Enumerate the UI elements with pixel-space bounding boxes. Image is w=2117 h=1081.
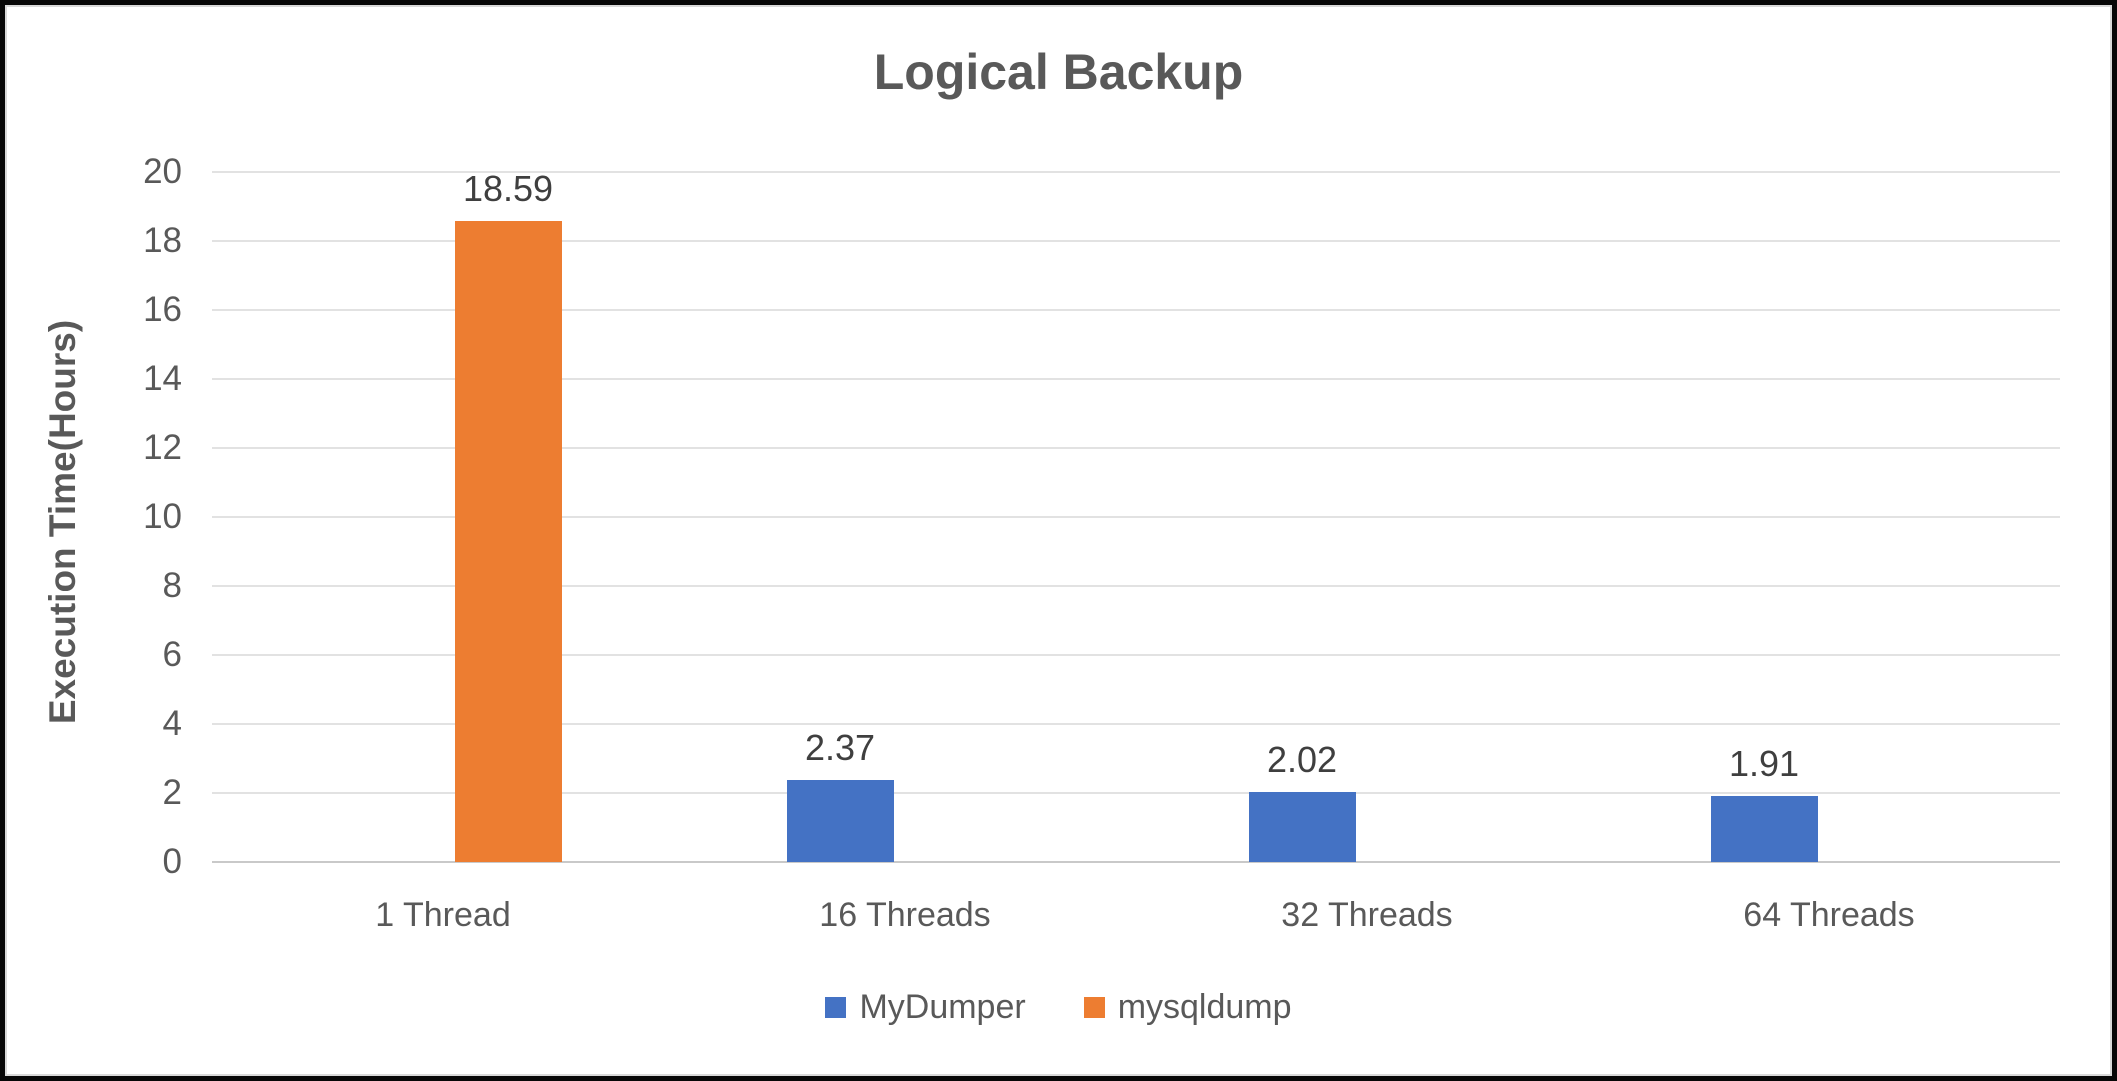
y-tick-label-4: 4 bbox=[162, 704, 182, 743]
data-label-mydumper-1: 2.37 bbox=[804, 727, 876, 769]
y-tick-label-16: 16 bbox=[143, 290, 182, 329]
x-axis-line bbox=[212, 861, 2060, 863]
bar-mydumper-3 bbox=[1710, 796, 1818, 862]
legend-swatch-mysqldump bbox=[1083, 997, 1105, 1018]
y-tick-label-2: 2 bbox=[162, 773, 182, 812]
y-tick-label-6: 6 bbox=[162, 635, 182, 674]
gridline-y-6 bbox=[212, 654, 2060, 656]
gridline-y-12 bbox=[212, 447, 2060, 449]
y-tick-label-12: 12 bbox=[143, 428, 182, 467]
legend-label-mydumper: MyDumper bbox=[859, 988, 1026, 1026]
data-label-mydumper-3: 1.91 bbox=[1728, 743, 1800, 785]
data-label-mydumper-2: 2.02 bbox=[1266, 739, 1338, 781]
chart-title: Logical Backup bbox=[873, 44, 1244, 100]
x-category-label-1: 16 Threads bbox=[819, 896, 991, 934]
gridline-y-2 bbox=[212, 792, 2060, 794]
y-tick-label-0: 0 bbox=[162, 842, 182, 881]
gridline-y-10 bbox=[212, 516, 2060, 518]
gridline-y-16 bbox=[212, 309, 2060, 311]
y-tick-label-14: 14 bbox=[143, 359, 182, 398]
x-category-label-2: 32 Threads bbox=[1281, 896, 1453, 934]
y-tick-label-18: 18 bbox=[143, 221, 182, 260]
y-tick-label-10: 10 bbox=[143, 497, 182, 536]
gridline-y-8 bbox=[212, 585, 2060, 587]
bar-mydumper-2 bbox=[1248, 792, 1356, 862]
legend-item-mysqldump: mysqldump bbox=[1083, 988, 1292, 1027]
legend-swatch-mydumper bbox=[825, 997, 847, 1018]
bar-mysqldump-0 bbox=[454, 220, 562, 862]
gridline-y-4 bbox=[212, 723, 2060, 725]
data-label-mysqldump-0: 18.59 bbox=[462, 167, 554, 209]
x-category-label-3: 64 Threads bbox=[1743, 896, 1915, 934]
x-category-label-0: 1 Thread bbox=[375, 896, 511, 934]
gridline-y-14 bbox=[212, 378, 2060, 380]
legend-item-mydumper: MyDumper bbox=[825, 988, 1026, 1027]
legend-label-mysqldump: mysqldump bbox=[1117, 988, 1292, 1026]
bar-mydumper-1 bbox=[786, 780, 894, 862]
legend: MyDumper mysqldump bbox=[5, 988, 2112, 1027]
y-tick-label-8: 8 bbox=[162, 566, 182, 605]
gridline-y-20 bbox=[212, 171, 2060, 173]
y-tick-label-20: 20 bbox=[143, 152, 182, 191]
gridline-y-18 bbox=[212, 240, 2060, 242]
